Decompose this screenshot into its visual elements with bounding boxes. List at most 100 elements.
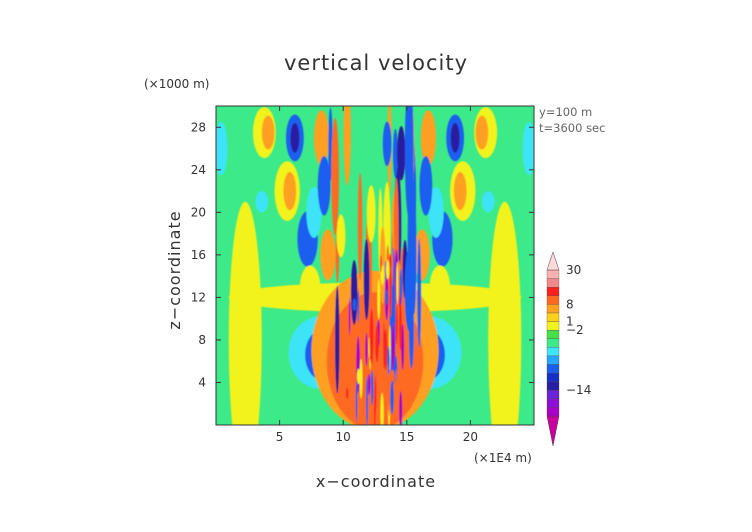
turbulent-streak	[399, 303, 402, 351]
chart-title: vertical velocity	[284, 51, 468, 75]
turbulent-streak	[375, 325, 379, 363]
turbulent-streak	[368, 337, 370, 359]
wave-cell	[283, 171, 297, 211]
turbulent-streak	[379, 255, 382, 272]
gravity-wave-stripe	[363, 238, 370, 321]
colorbar-segment	[546, 338, 560, 348]
gravity-wave-stripe	[379, 226, 386, 305]
gravity-wave-stripe	[343, 106, 351, 186]
colorbar-segment	[546, 278, 560, 288]
gravity-wave-stripe	[382, 121, 392, 167]
wave-cell	[299, 265, 321, 309]
colorbar-segment	[546, 295, 560, 305]
wave-cell	[317, 155, 331, 216]
turbulent-streak	[350, 391, 353, 403]
turbulent-streak	[356, 368, 361, 385]
wave-cell	[313, 110, 330, 166]
colorbar-segment	[546, 304, 560, 314]
colorbar-segment	[546, 398, 560, 408]
turbulent-streak	[399, 390, 403, 425]
updraft-band	[228, 201, 262, 425]
colorbar-segment	[546, 372, 560, 382]
turbulent-streak	[391, 231, 394, 286]
colorbar-segment	[546, 347, 560, 357]
colorbar	[546, 251, 560, 447]
gravity-wave-stripe	[404, 106, 414, 219]
turbulent-streak	[391, 322, 395, 371]
gravity-wave-stripe	[336, 214, 346, 258]
updraft-band	[488, 201, 522, 425]
turbulent-streak	[367, 373, 371, 396]
x-tick-label: 10	[336, 430, 351, 444]
wave-cell	[261, 115, 275, 150]
colorbar-segment	[546, 355, 560, 365]
gravity-wave-stripe	[417, 238, 422, 349]
turbulent-streak	[389, 267, 392, 318]
colorbar-tick-label: 30	[566, 263, 581, 277]
gravity-wave-stripe	[393, 128, 398, 178]
turbulent-streak	[380, 265, 385, 286]
colorbar-segment	[546, 407, 560, 417]
turbulent-streak	[380, 392, 384, 425]
turbulent-streak	[370, 370, 374, 406]
y-tick-label: 12	[191, 290, 206, 304]
wave-cell	[414, 229, 430, 281]
colorbar-segment	[546, 364, 560, 374]
x-axis-ticks: 5 10 15 20	[276, 106, 478, 444]
turbulent-streak	[355, 381, 358, 423]
x-tick-label: 15	[399, 430, 414, 444]
y-tick-label: 8	[198, 333, 206, 347]
plot-frame	[215, 105, 535, 426]
colorbar-tick-label: −14	[566, 383, 591, 397]
gravity-wave-stripe	[331, 117, 339, 235]
wave-cell	[475, 115, 489, 150]
colorbar-segment	[546, 415, 560, 447]
turbulent-streak	[369, 358, 371, 370]
wave-cell	[481, 191, 495, 213]
turbulent-streak	[386, 362, 389, 418]
turbulent-streak	[395, 369, 398, 423]
colorbar-segment	[546, 287, 560, 296]
y-axis-label: z−coordinate	[165, 210, 184, 329]
x-axis-unit: (×1E4 m)	[474, 451, 532, 465]
turbulent-streak	[390, 369, 395, 383]
y-tick-label: 24	[191, 163, 206, 177]
downdraft-band	[522, 121, 534, 176]
turbulent-streak	[384, 289, 388, 306]
turbulent-streak	[359, 358, 363, 399]
colorbar-segment	[546, 329, 560, 339]
turbulent-streak	[377, 279, 381, 320]
y-axis-unit: (×1000 m)	[144, 77, 209, 91]
turbulent-streak	[357, 290, 360, 323]
turbulent-streak	[387, 371, 391, 416]
turbulent-streak	[365, 375, 369, 425]
annotation-y-position: y=100 m	[539, 105, 592, 119]
colorbar-segment	[546, 381, 560, 391]
colorbar-segment	[546, 269, 560, 279]
downdraft-band	[216, 121, 228, 176]
turbulent-streak	[374, 375, 377, 415]
contour-field	[216, 106, 534, 425]
turbulent-streak	[345, 387, 349, 400]
y-tick-label: 4	[198, 375, 206, 389]
turbulent-streak	[390, 380, 394, 415]
turbulent-streak	[396, 261, 399, 305]
colorbar-tick-label: −2	[566, 323, 584, 337]
gravity-wave-stripe	[334, 285, 340, 394]
x-tick-label: 20	[463, 430, 478, 444]
wave-cell	[290, 123, 300, 153]
colorbar-tick-label: 8	[566, 297, 574, 311]
y-tick-label: 20	[191, 205, 206, 219]
gravity-wave-stripe	[357, 172, 363, 281]
gravity-wave-stripe	[366, 185, 376, 243]
turbulent-streak	[385, 259, 390, 280]
colorbar-tick-label: 1	[566, 315, 574, 329]
x-tick-label: 5	[276, 430, 284, 444]
turbulent-streak	[369, 308, 374, 365]
x-axis-label: x−coordinate	[316, 472, 436, 491]
colorbar-segment	[546, 321, 560, 331]
wave-cell	[450, 123, 460, 153]
wave-cell	[320, 229, 336, 281]
turbulent-streak	[365, 332, 368, 367]
